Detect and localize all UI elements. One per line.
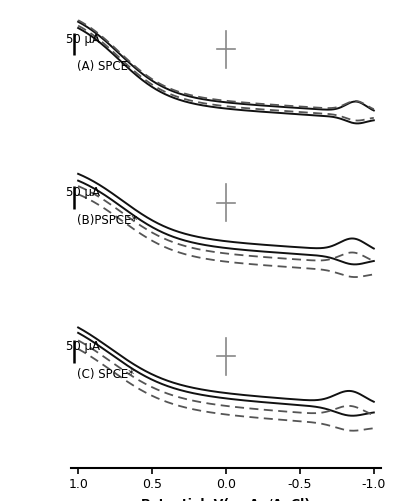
Text: (C) SPCE*: (C) SPCE* xyxy=(77,368,134,381)
Text: 50 μA: 50 μA xyxy=(66,340,100,353)
Text: (B)PSPCE*: (B)PSPCE* xyxy=(77,214,137,227)
Text: 50 μA: 50 μA xyxy=(66,33,100,46)
Text: (A) SPCE: (A) SPCE xyxy=(77,61,128,74)
X-axis label: Potential ,V(vs.Ag/AgCl): Potential ,V(vs.Ag/AgCl) xyxy=(141,498,310,501)
Text: 50 μA: 50 μA xyxy=(66,186,100,199)
